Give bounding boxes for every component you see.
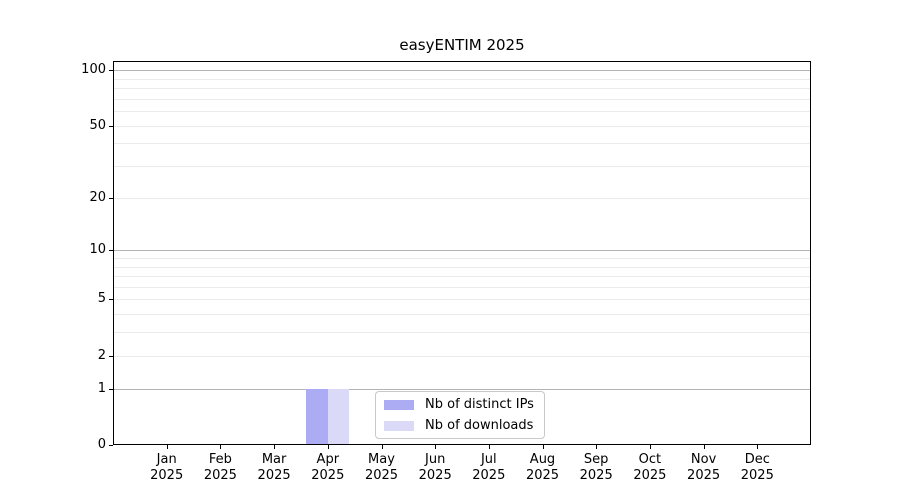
- plot-frame: [113, 61, 811, 445]
- year-label: 2025: [311, 468, 345, 483]
- gridline-minor-5: [114, 299, 810, 301]
- month-label: Feb: [208, 452, 232, 467]
- legend: Nb of distinct IPs Nb of downloads: [375, 391, 545, 439]
- chart-title: easyENTIM 2025: [399, 36, 525, 54]
- y-tick-0: [109, 445, 113, 446]
- gridline-minor-4: [114, 314, 810, 316]
- legend-item-downloads: Nb of downloads: [384, 417, 536, 434]
- y-tick-label-20: 20: [89, 189, 106, 205]
- y-tick-label-100: 100: [81, 62, 106, 77]
- x-tick-jan: [166, 445, 168, 449]
- month-label: May: [368, 452, 395, 467]
- y-tick-label-10: 10: [89, 242, 106, 258]
- bar-distinct-ips-apr: [306, 388, 328, 445]
- x-tick-label-aug: Aug 2025: [515, 452, 571, 484]
- year-label: 2025: [579, 468, 613, 483]
- x-tick-label-feb: Feb 2025: [192, 452, 248, 484]
- month-label: Jul: [480, 452, 497, 467]
- gridline-major-1: [114, 388, 810, 390]
- month-label: Jun: [425, 452, 446, 467]
- gridline-minor-90: [114, 78, 810, 80]
- legend-label-downloads: Nb of downloads: [425, 418, 534, 433]
- year-label: 2025: [364, 468, 399, 483]
- year-label: 2025: [203, 468, 237, 483]
- y-tick-label-50: 50: [89, 117, 106, 133]
- y-tick-20: [109, 197, 113, 199]
- gridline-major-10: [114, 250, 810, 252]
- gridline-minor-50: [114, 125, 810, 127]
- year-label: 2025: [472, 468, 506, 483]
- x-tick-label-sep: Sep 2025: [568, 452, 624, 484]
- x-tick-label-dec: Dec 2025: [729, 452, 785, 484]
- x-tick-label-oct: Oct 2025: [622, 452, 678, 484]
- year-label: 2025: [525, 468, 560, 483]
- gridline-minor-7: [114, 276, 810, 277]
- x-tick-mar: [274, 445, 276, 449]
- x-tick-dec: [757, 445, 759, 449]
- x-tick-oct: [649, 445, 651, 449]
- y-tick-100: [109, 70, 113, 71]
- x-tick-label-may: May 2025: [354, 452, 410, 484]
- year-label: 2025: [257, 468, 291, 483]
- year-label: 2025: [740, 468, 774, 483]
- x-tick-may: [381, 445, 383, 449]
- y-tick-label-1: 1: [97, 380, 106, 396]
- month-label: Jan: [156, 452, 177, 467]
- gridline-minor-70: [114, 98, 810, 100]
- x-tick-apr: [327, 445, 329, 449]
- y-tick-50: [109, 125, 113, 127]
- month-label: Oct: [638, 452, 662, 467]
- y-tick-5: [109, 299, 113, 301]
- y-tick-1: [109, 388, 113, 390]
- gridline-minor-20: [114, 197, 810, 199]
- gridline-minor-60: [114, 111, 810, 112]
- x-tick-label-jul: Jul 2025: [461, 452, 517, 484]
- month-label: Mar: [261, 452, 287, 467]
- y-tick-label-0: 0: [97, 437, 106, 452]
- bar-downloads-apr: [327, 388, 350, 445]
- gridline-minor-80: [114, 87, 810, 89]
- gridline-minor-2: [114, 355, 810, 357]
- x-tick-label-jan: Jan 2025: [139, 452, 195, 484]
- month-label: Dec: [744, 452, 770, 467]
- month-label: Apr: [316, 452, 340, 467]
- month-label: Sep: [583, 452, 609, 467]
- y-tick-10: [109, 250, 113, 252]
- x-tick-jul: [488, 445, 490, 449]
- legend-item-distinct-ips: Nb of distinct IPs: [384, 396, 536, 413]
- gridline-major-100: [114, 70, 810, 71]
- x-tick-label-apr: Apr 2025: [300, 452, 356, 484]
- year-label: 2025: [633, 468, 667, 483]
- gridline-minor-8: [114, 266, 810, 268]
- year-label: 2025: [418, 468, 452, 483]
- month-label: Aug: [529, 452, 556, 467]
- x-tick-jun: [435, 445, 437, 449]
- y-tick-label-5: 5: [97, 291, 106, 307]
- legend-label-distinct-ips: Nb of distinct IPs: [425, 397, 534, 412]
- gridline-minor-30: [114, 166, 810, 167]
- legend-swatch-distinct-ips: [384, 399, 414, 410]
- x-tick-label-mar: Mar 2025: [246, 452, 302, 484]
- x-tick-sep: [596, 445, 598, 449]
- gridline-minor-6: [114, 286, 810, 288]
- month-label: Nov: [690, 452, 717, 467]
- x-tick-label-jun: Jun 2025: [407, 452, 463, 484]
- gridline-minor-40: [114, 143, 810, 145]
- x-tick-aug: [542, 445, 544, 449]
- y-tick-label-2: 2: [97, 347, 106, 363]
- x-tick-label-nov: Nov 2025: [676, 452, 732, 484]
- x-tick-feb: [220, 445, 222, 449]
- x-tick-nov: [703, 445, 705, 449]
- gridline-minor-9: [114, 257, 810, 259]
- y-tick-2: [109, 355, 113, 357]
- gridline-minor-3: [114, 332, 810, 334]
- year-label: 2025: [687, 468, 721, 483]
- year-label: 2025: [150, 468, 184, 483]
- legend-swatch-downloads: [384, 420, 414, 431]
